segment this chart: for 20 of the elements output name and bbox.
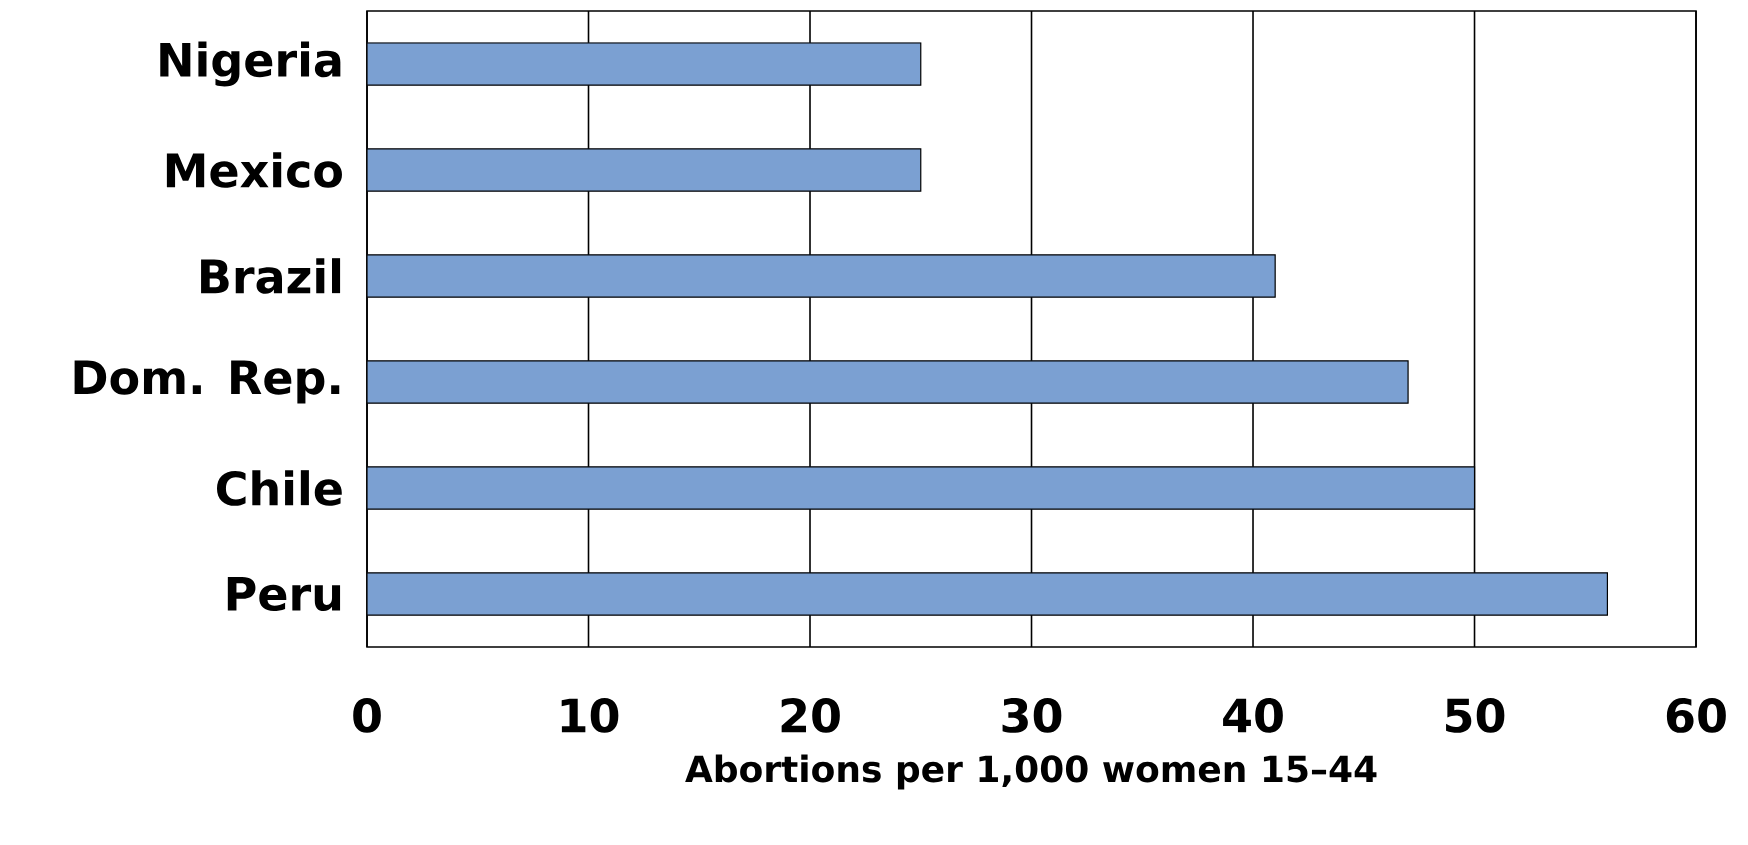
bar: [367, 148, 922, 192]
y-tick-label: Brazil: [201, 258, 341, 294]
x-tick-label: 0: [353, 698, 381, 733]
y-tick-label: Dom. Rep.: [74, 360, 340, 404]
x-tick-label: 40: [1223, 698, 1283, 733]
bar: [367, 360, 1409, 404]
x-tick-label: 50: [1446, 698, 1505, 733]
bar: [367, 466, 1476, 510]
bar: [367, 572, 1609, 616]
x-tick-label: 60: [1666, 698, 1726, 733]
x-tick-label: 30: [1002, 698, 1062, 733]
y-tick-label: Nigeria: [160, 41, 341, 87]
y-tick-label: Peru: [227, 576, 341, 612]
y-tick-label: Chile: [216, 470, 342, 506]
bar: [367, 42, 922, 86]
x-tick-label: 20: [781, 698, 840, 733]
bar: [367, 254, 1276, 298]
y-tick-label: Mexico: [166, 152, 342, 188]
x-tick-label: 10: [561, 698, 619, 733]
x-axis-title: Abortions per 1,000 women 15–44: [685, 754, 1377, 790]
